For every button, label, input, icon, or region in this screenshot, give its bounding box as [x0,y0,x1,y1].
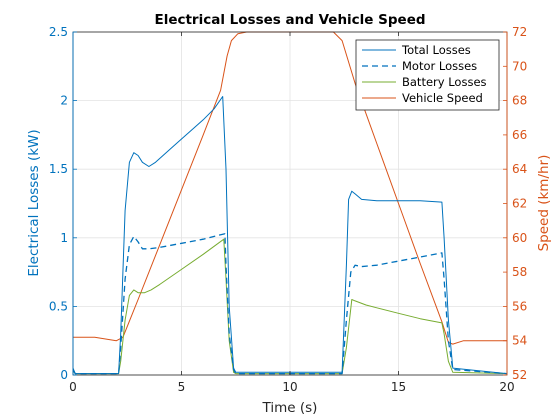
tick-labels: 0 5 10 15 20 0 0.5 1 1.5 2 2.5 52 54 56 58 60 62 64 66 68 70… [49,25,527,394]
y-axis-label-left: Electrical Losses (kW) [26,129,42,276]
series-line-total-losses [72,96,508,375]
series-line-motor-losses [72,233,508,375]
y-tick-label-right: 62 [512,197,527,211]
series-line-vehicle-speed [73,31,507,345]
y-tick-label-right: 58 [512,265,527,279]
legend-label-vehicle-speed: Vehicle Speed [402,91,483,105]
x-tick-label: 15 [391,380,406,394]
x-tick-label: 20 [499,380,514,394]
x-tick-label: 10 [282,380,297,394]
x-axis-label: Time (s) [262,400,318,416]
y-tick-label-right: 70 [512,59,527,73]
x-tick-label: 0 [69,380,77,394]
y-axis-label-right: Speed (km/hr) [536,155,552,252]
y-tick-label-right: 56 [512,299,527,313]
y-tick-label-right: 54 [512,334,527,348]
series-line-battery-losses [72,238,508,375]
y-tick-label-right: 52 [512,368,527,382]
y-tick-label-left: 0 [60,368,68,382]
y-tick-label-right: 72 [512,25,527,39]
tick-marks [72,31,508,376]
y-tick-label-left: 2 [60,94,68,108]
y-tick-label-left: 0.5 [49,299,68,313]
x-tick-label: 5 [178,380,186,394]
y-tick-label-right: 60 [512,231,527,245]
y-tick-label-right: 66 [512,128,527,142]
y-tick-label-right: 64 [512,162,527,176]
legend-label-battery-losses: Battery Losses [402,75,487,89]
legend-label-total-losses: Total Losses [401,43,471,57]
legend: Total Losses Motor Losses Battery Losses… [355,39,500,111]
legend-label-motor-losses: Motor Losses [402,59,477,73]
y-tick-label-right: 68 [512,94,527,108]
chart-title: Electrical Losses and Vehicle Speed [154,12,425,28]
y-tick-label-left: 1 [60,231,68,245]
series-lines [72,31,508,375]
y-tick-label-left: 1.5 [49,162,68,176]
y-tick-label-left: 2.5 [49,25,68,39]
